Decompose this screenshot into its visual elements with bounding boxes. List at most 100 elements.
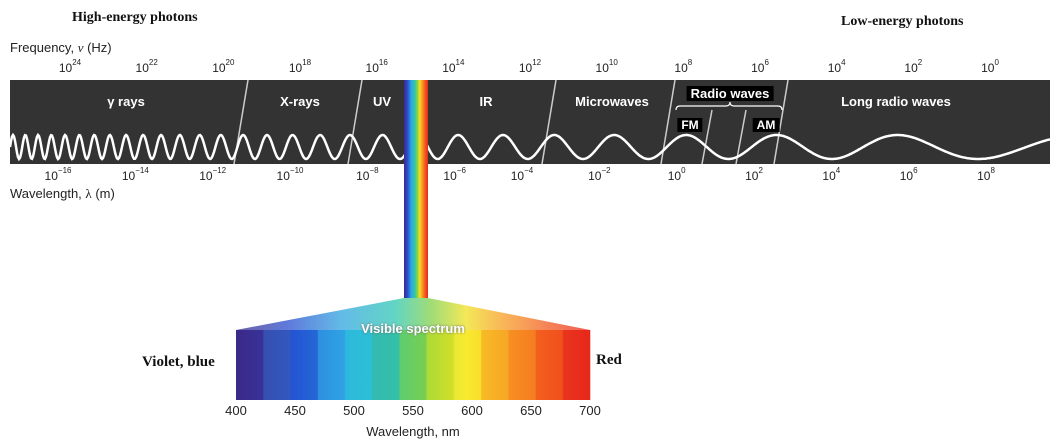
frequency-tick-exponent: 10: [608, 58, 618, 67]
visible-tick: 400: [225, 403, 247, 418]
frequency-tick: 1014: [442, 58, 465, 75]
band-label-fm: FM: [677, 118, 703, 132]
wavelength-axis-label-prefix: Wavelength,: [10, 186, 86, 201]
spectrum-banding: [236, 330, 591, 400]
band-label-xrays: X-rays: [280, 94, 320, 109]
frequency-tick: 1024: [58, 58, 82, 75]
wavelength-tick-exponent: −14: [135, 166, 149, 175]
frequency-tick-base: 10: [365, 61, 379, 75]
frequency-axis-unit: (Hz): [83, 40, 112, 55]
wavelength-tick-exponent: 6: [913, 166, 918, 175]
frequency-tick-base: 10: [827, 61, 842, 75]
wavelength-tick: 10−2: [588, 166, 610, 183]
visible-tick: 450: [284, 403, 306, 418]
wavelength-tick-exponent: −10: [289, 166, 304, 175]
wavelength-tick: 10−4: [510, 166, 534, 183]
red-label: Red: [596, 352, 622, 368]
spectrum-band: [535, 330, 564, 400]
frequency-axis-label: Frequency, ν (Hz): [10, 40, 112, 56]
band-dividers: [233, 79, 789, 165]
spectrum-band: [372, 330, 400, 400]
wavelength-tick-exponent: −16: [57, 166, 72, 175]
wavelength-tick-base: 10: [822, 169, 836, 183]
spectrum-band: [426, 330, 455, 400]
wavelength-tick-base: 10: [977, 169, 991, 183]
wavelength-tick: 10−16: [44, 166, 72, 183]
frequency-tick-exponent: 18: [302, 58, 312, 67]
wavelength-tick-exponent: −4: [524, 166, 534, 175]
visible-tick: 550: [402, 403, 424, 418]
wavelength-tick-base: 10: [588, 169, 602, 183]
band-label-uv: UV: [372, 94, 392, 109]
frequency-tick: 104: [827, 58, 846, 75]
frequency-tick-exponent: 16: [378, 58, 388, 67]
frequency-tick-exponent: 6: [764, 58, 769, 67]
wavelength-tick-exponent: 8: [990, 166, 995, 175]
wavelength-tick-base: 10: [443, 169, 457, 183]
frequency-tick: 100: [981, 58, 999, 75]
visible-fan: [236, 298, 590, 330]
wavelength-tick: 10−6: [443, 166, 466, 183]
frequency-axis-symbol: ν: [77, 40, 84, 55]
spectrum-band: [317, 330, 346, 400]
frequency-tick-base: 10: [981, 61, 995, 75]
frequency-tick-base: 10: [904, 61, 918, 75]
em-wave: [8, 132, 1051, 162]
spectrum-band: [290, 330, 319, 400]
wavelength-tick-exponent: 4: [835, 166, 841, 175]
frequency-tick-exponent: 8: [687, 58, 693, 67]
wavelength-tick-exponent: −6: [456, 166, 466, 175]
wavelength-tick-exponent: 2: [758, 166, 763, 175]
wavelength-axis-unit: (m): [91, 186, 115, 201]
wavelength-axis-symbol: λ: [85, 186, 92, 201]
frequency-tick-base: 10: [595, 61, 609, 75]
spectrum-band: [263, 330, 291, 400]
wavelength-tick-base: 10: [510, 169, 525, 183]
frequency-tick-base: 10: [674, 61, 688, 75]
frequency-tick-exponent: 24: [72, 58, 82, 67]
frequency-tick-base: 10: [518, 61, 533, 75]
radio-bracket: [675, 101, 783, 111]
frequency-tick: 1016: [365, 58, 388, 75]
frequency-tick-exponent: 12: [532, 58, 542, 67]
visible-spectrum-title: Visible spectrum: [361, 321, 465, 336]
wavelength-tick: 10−8: [356, 166, 379, 183]
frequency-tick-exponent: 4: [841, 58, 846, 67]
wavelength-tick-base: 10: [899, 169, 914, 183]
frequency-tick-exponent: 22: [148, 58, 158, 67]
wavelength-tick-exponent: −8: [369, 166, 379, 175]
frequency-tick: 1022: [136, 58, 158, 75]
wavelength-axis-label: Wavelength, λ (m): [10, 186, 115, 202]
visible-tick: 600: [461, 403, 483, 418]
wavelength-tick-exponent: −12: [212, 166, 227, 175]
frequency-tick: 1012: [518, 58, 542, 75]
low-energy-label: Low-energy photons: [841, 14, 964, 29]
frequency-tick-base: 10: [751, 61, 765, 75]
visible-strip: [404, 80, 428, 298]
spectrum-band: [399, 330, 428, 400]
frequency-tick-base: 10: [58, 61, 73, 75]
wavelength-tick-base: 10: [44, 169, 58, 183]
wavelength-tick: 106: [899, 166, 918, 183]
visible-tick: 650: [520, 403, 542, 418]
frequency-tick-base: 10: [442, 61, 456, 75]
wavelength-tick: 10−14: [122, 166, 149, 183]
frequency-tick-base: 10: [212, 61, 226, 75]
wavelength-tick-base: 10: [276, 169, 290, 183]
band-label-radio: Radio waves: [686, 86, 774, 101]
high-energy-label: High-energy photons: [72, 10, 198, 25]
frequency-tick-exponent: 14: [455, 58, 465, 67]
spectrum-band: [508, 330, 536, 400]
wavelength-tick: 102: [745, 166, 763, 183]
spectrum-band: [562, 330, 591, 400]
wavelength-tick-base: 10: [667, 169, 682, 183]
spectrum-band: [453, 330, 482, 400]
wavelength-tick: 10−12: [199, 166, 227, 183]
spectrum-band: [236, 330, 264, 400]
spectrum-band: [481, 330, 509, 400]
frequency-tick: 1018: [289, 58, 312, 75]
frequency-tick: 108: [674, 58, 693, 75]
band-label-am: AM: [752, 118, 780, 132]
frequency-axis-label-prefix: Frequency,: [10, 40, 78, 55]
